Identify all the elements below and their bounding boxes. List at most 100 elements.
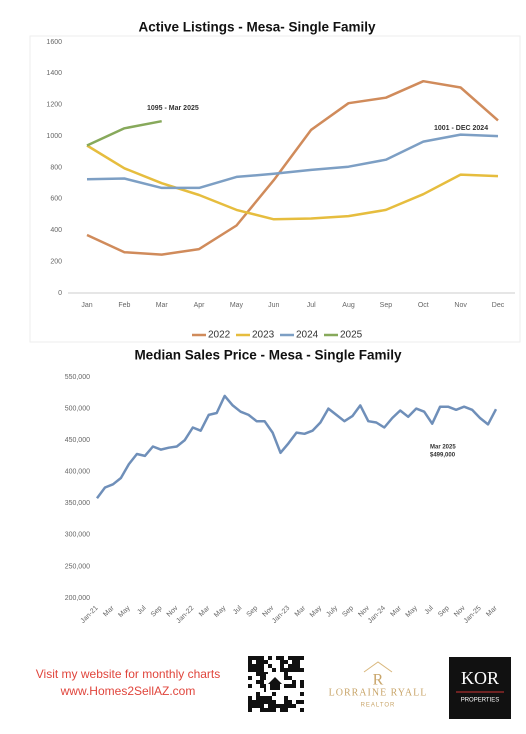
x-tick-label: Sep [341,605,355,619]
qr-module [264,708,268,712]
qr-module [268,704,272,708]
x-tick-label: Sep [437,605,451,619]
series-line [86,119,162,147]
qr-module [300,656,304,660]
qr-module [288,704,292,708]
qr-module [268,664,272,668]
qr-module [296,660,300,664]
legend-label: 2024 [296,330,319,341]
y-tick-label: 1000 [46,133,62,140]
y-tick-label: 450,000 [65,437,90,444]
x-tick-label: Aug [342,302,355,309]
x-tick-label: Dec [492,302,505,309]
qr-module [268,700,272,704]
qr-module [252,656,256,660]
x-tick-label: Mar [389,604,403,618]
series-line [86,79,499,256]
qr-module [300,680,304,684]
qr-module [256,664,260,668]
logo-name: LORRAINE RYALL [329,687,428,698]
x-tick-label: Oct [418,302,429,309]
brand-sub: PROPERTIES [461,698,500,704]
qr-module [272,692,276,696]
x-tick-label: Mar [198,604,212,618]
x-tick-label: May [309,604,324,619]
y-tick-label: 0 [58,290,62,297]
qr-module [260,700,264,704]
qr-module [268,656,272,660]
chart-title: Active Listings - Mesa- Single Family [138,20,376,35]
qr-module [292,656,296,660]
qr-module [268,696,272,700]
y-tick-label: 400 [50,227,62,234]
qr-module [272,704,276,708]
x-tick-label: Jan-23 [271,605,291,625]
qr-module [292,664,296,668]
x-tick-label: Mar [294,604,308,618]
logo-title: REALTOR [361,703,396,709]
qr-module [280,660,284,664]
y-tick-label: 600 [50,196,62,203]
qr-module [296,664,300,668]
qr-module [252,700,256,704]
qr-module [260,680,264,684]
annotation: 1001 - DEC 2024 [434,125,488,132]
logo-initial: R [373,672,384,689]
qr-module [260,660,264,664]
x-tick-label: May [405,604,420,619]
qr-module [284,676,288,680]
footer-link[interactable]: www.Homes2SellAZ.com [60,684,196,698]
qr-module [256,692,260,696]
x-tick-label: Nov [454,302,467,309]
footer-text: Visit my website for monthly charts [36,667,221,681]
qr-module [272,708,276,712]
qr-module [256,668,260,672]
qr-module [264,696,268,700]
x-tick-label: Mar [102,604,116,618]
qr-module [276,704,280,708]
y-tick-label: 350,000 [65,500,90,507]
y-tick-label: 300,000 [65,532,90,539]
qr-module [256,704,260,708]
qr-module [272,668,276,672]
qr-module [292,668,296,672]
qr-module [260,676,264,680]
y-tick-label: 250,000 [65,563,90,570]
annotation: Mar 2025 [430,445,456,451]
qr-module [264,700,268,704]
qr-module [296,656,300,660]
qr-module [260,696,264,700]
qr-module [252,664,256,668]
qr-module [280,668,284,672]
qr-module [284,660,288,664]
qr-module [284,696,288,700]
brand: KOR [461,668,499,688]
qr-module [248,696,252,700]
legend-label: 2022 [208,330,231,341]
y-tick-label: 1400 [46,70,62,77]
qr-module [292,684,296,688]
qr-module [248,668,252,672]
brand-box [449,657,511,719]
qr-module [280,704,284,708]
x-tick-label: Mar [485,604,499,618]
legend-label: 2025 [340,330,363,341]
x-tick-label: Jul [307,302,316,309]
qr-module [300,700,304,704]
qr-module [284,684,288,688]
x-tick-label: Apr [194,302,206,309]
qr-module [256,672,260,676]
qr-module [280,664,284,668]
qr-code [247,655,304,712]
qr-module [256,696,260,700]
qr-module [268,708,272,712]
legend-label: 2023 [252,330,275,341]
chart-frame [29,35,521,343]
qr-module [280,656,284,660]
qr-module [296,668,300,672]
x-tick-label: Feb [118,302,130,309]
qr-module [300,692,304,696]
qr-module [248,664,252,668]
qr-icon [268,677,282,690]
series-line [95,394,498,499]
